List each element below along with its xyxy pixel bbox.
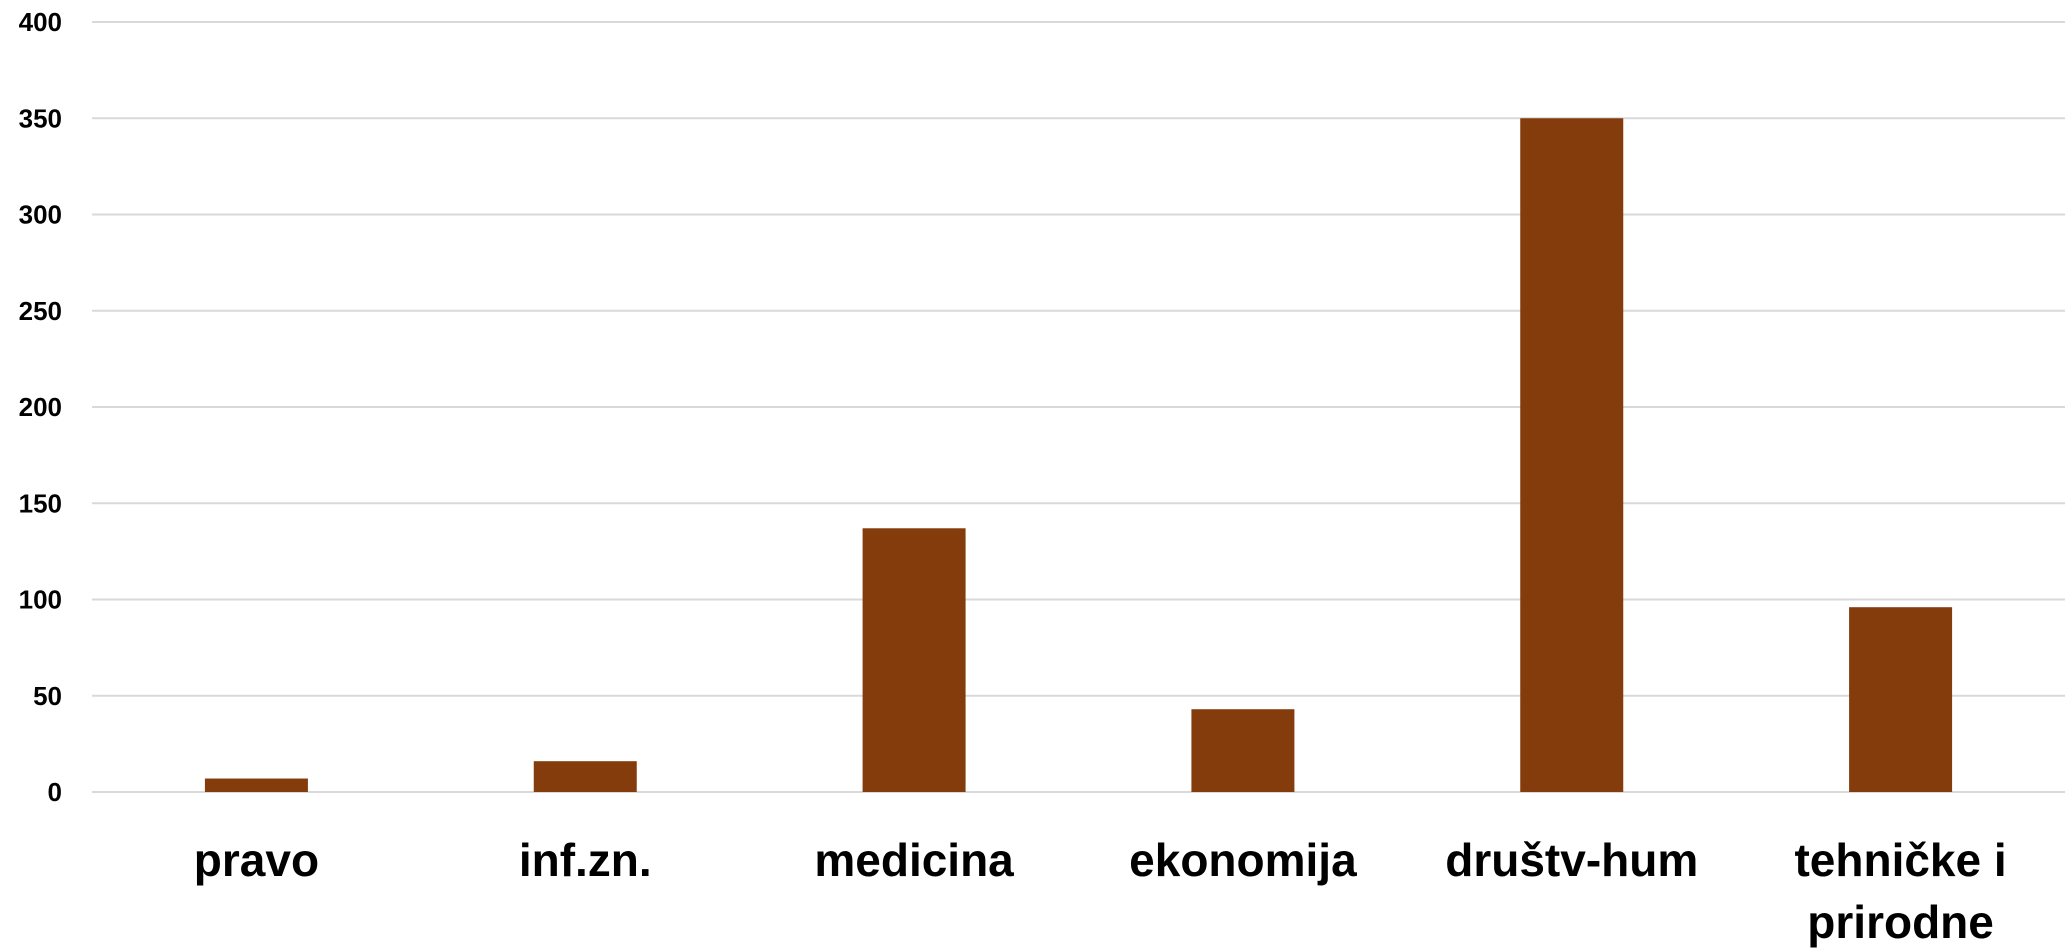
x-tick-label: pravo bbox=[194, 834, 319, 886]
x-tick-label: ekonomija bbox=[1129, 834, 1357, 886]
y-tick-label: 0 bbox=[48, 777, 62, 807]
bar bbox=[204, 778, 308, 792]
y-tick-label: 50 bbox=[33, 681, 62, 711]
bars bbox=[204, 118, 1953, 792]
x-tick-label: prirodne bbox=[1807, 896, 1994, 948]
y-tick-label: 100 bbox=[19, 585, 62, 615]
x-tick-label: društv-hum bbox=[1445, 834, 1698, 886]
gridlines bbox=[92, 21, 2065, 793]
x-axis-category-labels: pravo inf.zn. medicina ekonomija društv-hum t… bbox=[194, 834, 2007, 948]
y-tick-label: 350 bbox=[19, 103, 62, 133]
bar bbox=[1849, 607, 1953, 792]
y-tick-label: 200 bbox=[19, 392, 62, 422]
x-tick-label: medicina bbox=[814, 834, 1014, 886]
y-tick-label: 400 bbox=[19, 7, 62, 37]
bar bbox=[862, 528, 966, 792]
y-axis-tick-labels: 0 50 100 150 200 250 300 350 400 bbox=[19, 7, 62, 807]
bar bbox=[1191, 709, 1295, 792]
y-tick-label: 150 bbox=[19, 488, 62, 518]
bar bbox=[533, 761, 637, 792]
x-tick-label: tehničke i bbox=[1794, 834, 2006, 886]
x-tick-label: inf.zn. bbox=[519, 834, 652, 886]
bar bbox=[1520, 118, 1624, 792]
y-tick-label: 300 bbox=[19, 200, 62, 230]
y-tick-label: 250 bbox=[19, 296, 62, 326]
